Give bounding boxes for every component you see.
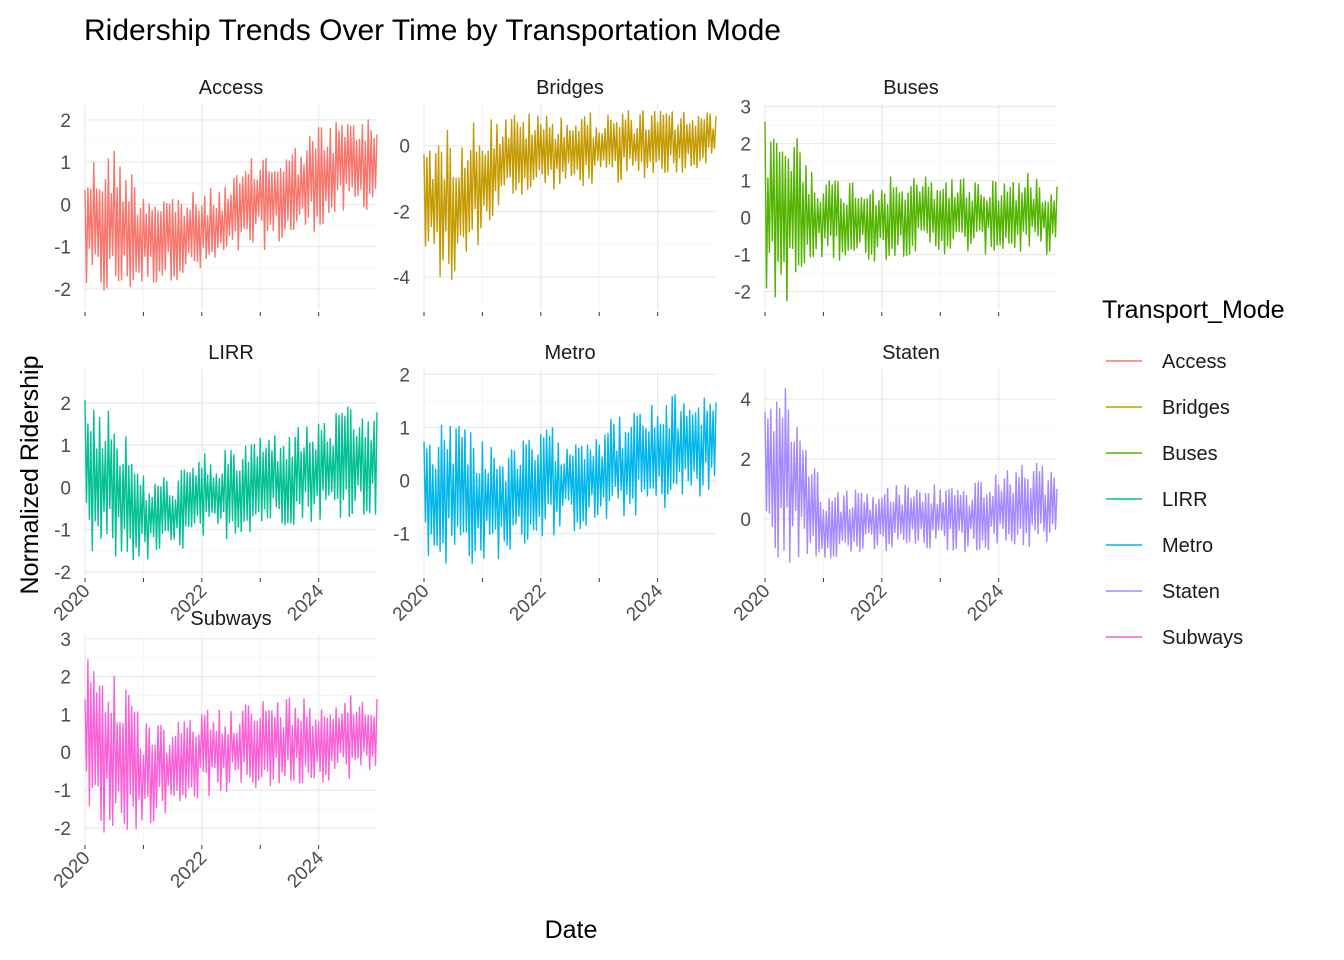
x-tick-label: 2020 (50, 581, 95, 626)
facet-strip-label: Subways (190, 608, 271, 630)
series-line-subways (84, 659, 378, 833)
y-axis-title: Normalized Ridership (16, 356, 44, 595)
y-tick-label: 3 (740, 98, 751, 119)
y-tick-label: 1 (740, 172, 751, 193)
y-tick-label: 0 (740, 209, 751, 230)
y-tick-label: 2 (740, 450, 751, 471)
x-tick-label: 2022 (167, 848, 212, 893)
series-line-lirr (84, 400, 378, 561)
facet-staten: 0 2 4 2020 2022 2024 Staten (730, 342, 1058, 626)
facet-strip-label: Buses (883, 77, 939, 99)
facet-panels: -2-1012Access-4-20Bridges-2-10123Buses-2… (50, 77, 1058, 893)
y-tick-label: 0 (399, 471, 410, 492)
y-tick-label: 1 (60, 705, 71, 726)
legend-title: Transport_Mode (1102, 296, 1285, 324)
x-axis-title: Date (545, 916, 598, 944)
y-tick-label: 4 (740, 390, 751, 411)
y-tick-label: -2 (54, 280, 71, 301)
facet-access: -2 -1 0 1 2 Access (54, 77, 378, 316)
y-tick-label: 1 (60, 153, 71, 174)
x-tick-label: 2024 (283, 847, 328, 892)
x-tick-label: 2020 (730, 581, 775, 626)
legend-label: Staten (1162, 581, 1220, 603)
y-tick-label: -1 (393, 525, 410, 546)
y-tick-label: 0 (60, 478, 71, 499)
facet-strip-label: Metro (544, 342, 595, 364)
legend-label: Metro (1162, 535, 1213, 557)
legend-label: LIRR (1162, 489, 1208, 511)
facet-strip-label: LIRR (208, 342, 254, 364)
y-tick-label: 1 (60, 436, 71, 457)
y-tick-label: -2 (54, 819, 71, 840)
y-tick-label: -1 (54, 781, 71, 802)
facet-metro: -1 0 1 2 2020 2022 2024 Metro (389, 342, 717, 626)
legend-label: Access (1162, 351, 1226, 373)
legend-label: Bridges (1162, 397, 1230, 419)
y-tick-label: 0 (60, 743, 71, 764)
y-tick-label: -1 (54, 521, 71, 542)
series-line-buses (764, 121, 1058, 302)
legend-label: Buses (1162, 443, 1218, 465)
series-line-metro (423, 394, 717, 564)
y-tick-label: 2 (60, 668, 71, 689)
x-tick-label: 2020 (50, 848, 95, 893)
y-tick-label: 3 (60, 630, 71, 651)
facet-bridges: -4 -2 0 Bridges (393, 77, 717, 316)
y-tick-label: -1 (734, 246, 751, 267)
facet-strip-label: Staten (882, 342, 940, 364)
series-line-access (84, 119, 378, 291)
y-tick-label: 2 (60, 394, 71, 415)
series-line-bridges (423, 110, 717, 280)
legend: Transport_Mode Access Bridges Buses LIRR Met… (1102, 296, 1285, 649)
y-tick-label: 0 (399, 137, 410, 158)
y-tick-label: 2 (399, 365, 410, 386)
facet-strip-label: Bridges (536, 77, 604, 99)
y-tick-label: 1 (399, 418, 410, 439)
y-tick-label: -2 (734, 283, 751, 304)
y-tick-label: -4 (393, 268, 410, 289)
y-tick-label: -1 (54, 238, 71, 259)
legend-label: Subways (1162, 627, 1243, 649)
x-tick-label: 2020 (389, 581, 434, 626)
facet-buses: -2 -1 0 1 2 3 Buses (734, 77, 1058, 316)
facet-strip-label: Access (199, 77, 263, 99)
y-tick-label: -2 (54, 563, 71, 584)
legend-items: Access Bridges Buses LIRR Metro Staten Subways (1106, 351, 1243, 649)
x-tick-label: 2024 (963, 580, 1008, 625)
y-tick-label: -2 (393, 202, 410, 223)
x-tick-label: 2024 (283, 580, 328, 625)
y-tick-label: 0 (740, 510, 751, 531)
facet-subways: -2 -1 0 1 2 3 2020 2022 2024 Subways (50, 608, 378, 893)
chart-title: Ridership Trends Over Time by Transporta… (84, 14, 781, 47)
x-tick-label: 2022 (506, 581, 551, 626)
y-tick-label: 2 (740, 135, 751, 156)
y-tick-label: 0 (60, 195, 71, 216)
x-tick-label: 2022 (847, 581, 892, 626)
series-line-staten (764, 387, 1058, 563)
y-tick-label: 2 (60, 111, 71, 132)
x-tick-label: 2024 (622, 580, 667, 625)
